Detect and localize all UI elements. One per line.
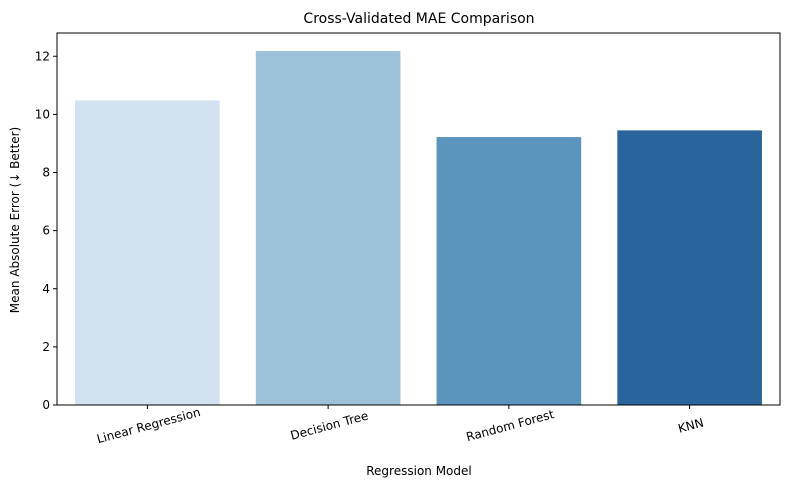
bar	[75, 100, 220, 406]
y-tick-label: 8	[42, 166, 50, 180]
y-tick-label: 10	[35, 107, 50, 121]
x-axis-title: Regression Model	[366, 464, 471, 478]
y-axis-title: Mean Absolute Error (↓ Better)	[8, 127, 22, 313]
bar	[255, 51, 401, 406]
x-tick-label: Random Forest	[465, 407, 556, 444]
y-tick-label: 6	[42, 224, 50, 238]
x-tick-label: Linear Regression	[95, 405, 202, 446]
plot-area: 0 2 4 6 8 10 12 Linear Regression Decision Tree R…	[35, 32, 781, 446]
x-tick-label: Decision Tree	[289, 409, 370, 443]
x-tick-label: KNN	[677, 416, 706, 436]
chart-title: Cross-Validated MAE Comparison	[303, 11, 534, 27]
y-tick-label: 2	[42, 340, 50, 354]
axes-frame	[56, 32, 781, 406]
bar	[436, 137, 582, 405]
y-tick-label: 0	[42, 398, 50, 412]
y-tick-label: 12	[35, 49, 50, 63]
y-tick-label: 4	[42, 282, 50, 296]
bar	[617, 130, 762, 405]
